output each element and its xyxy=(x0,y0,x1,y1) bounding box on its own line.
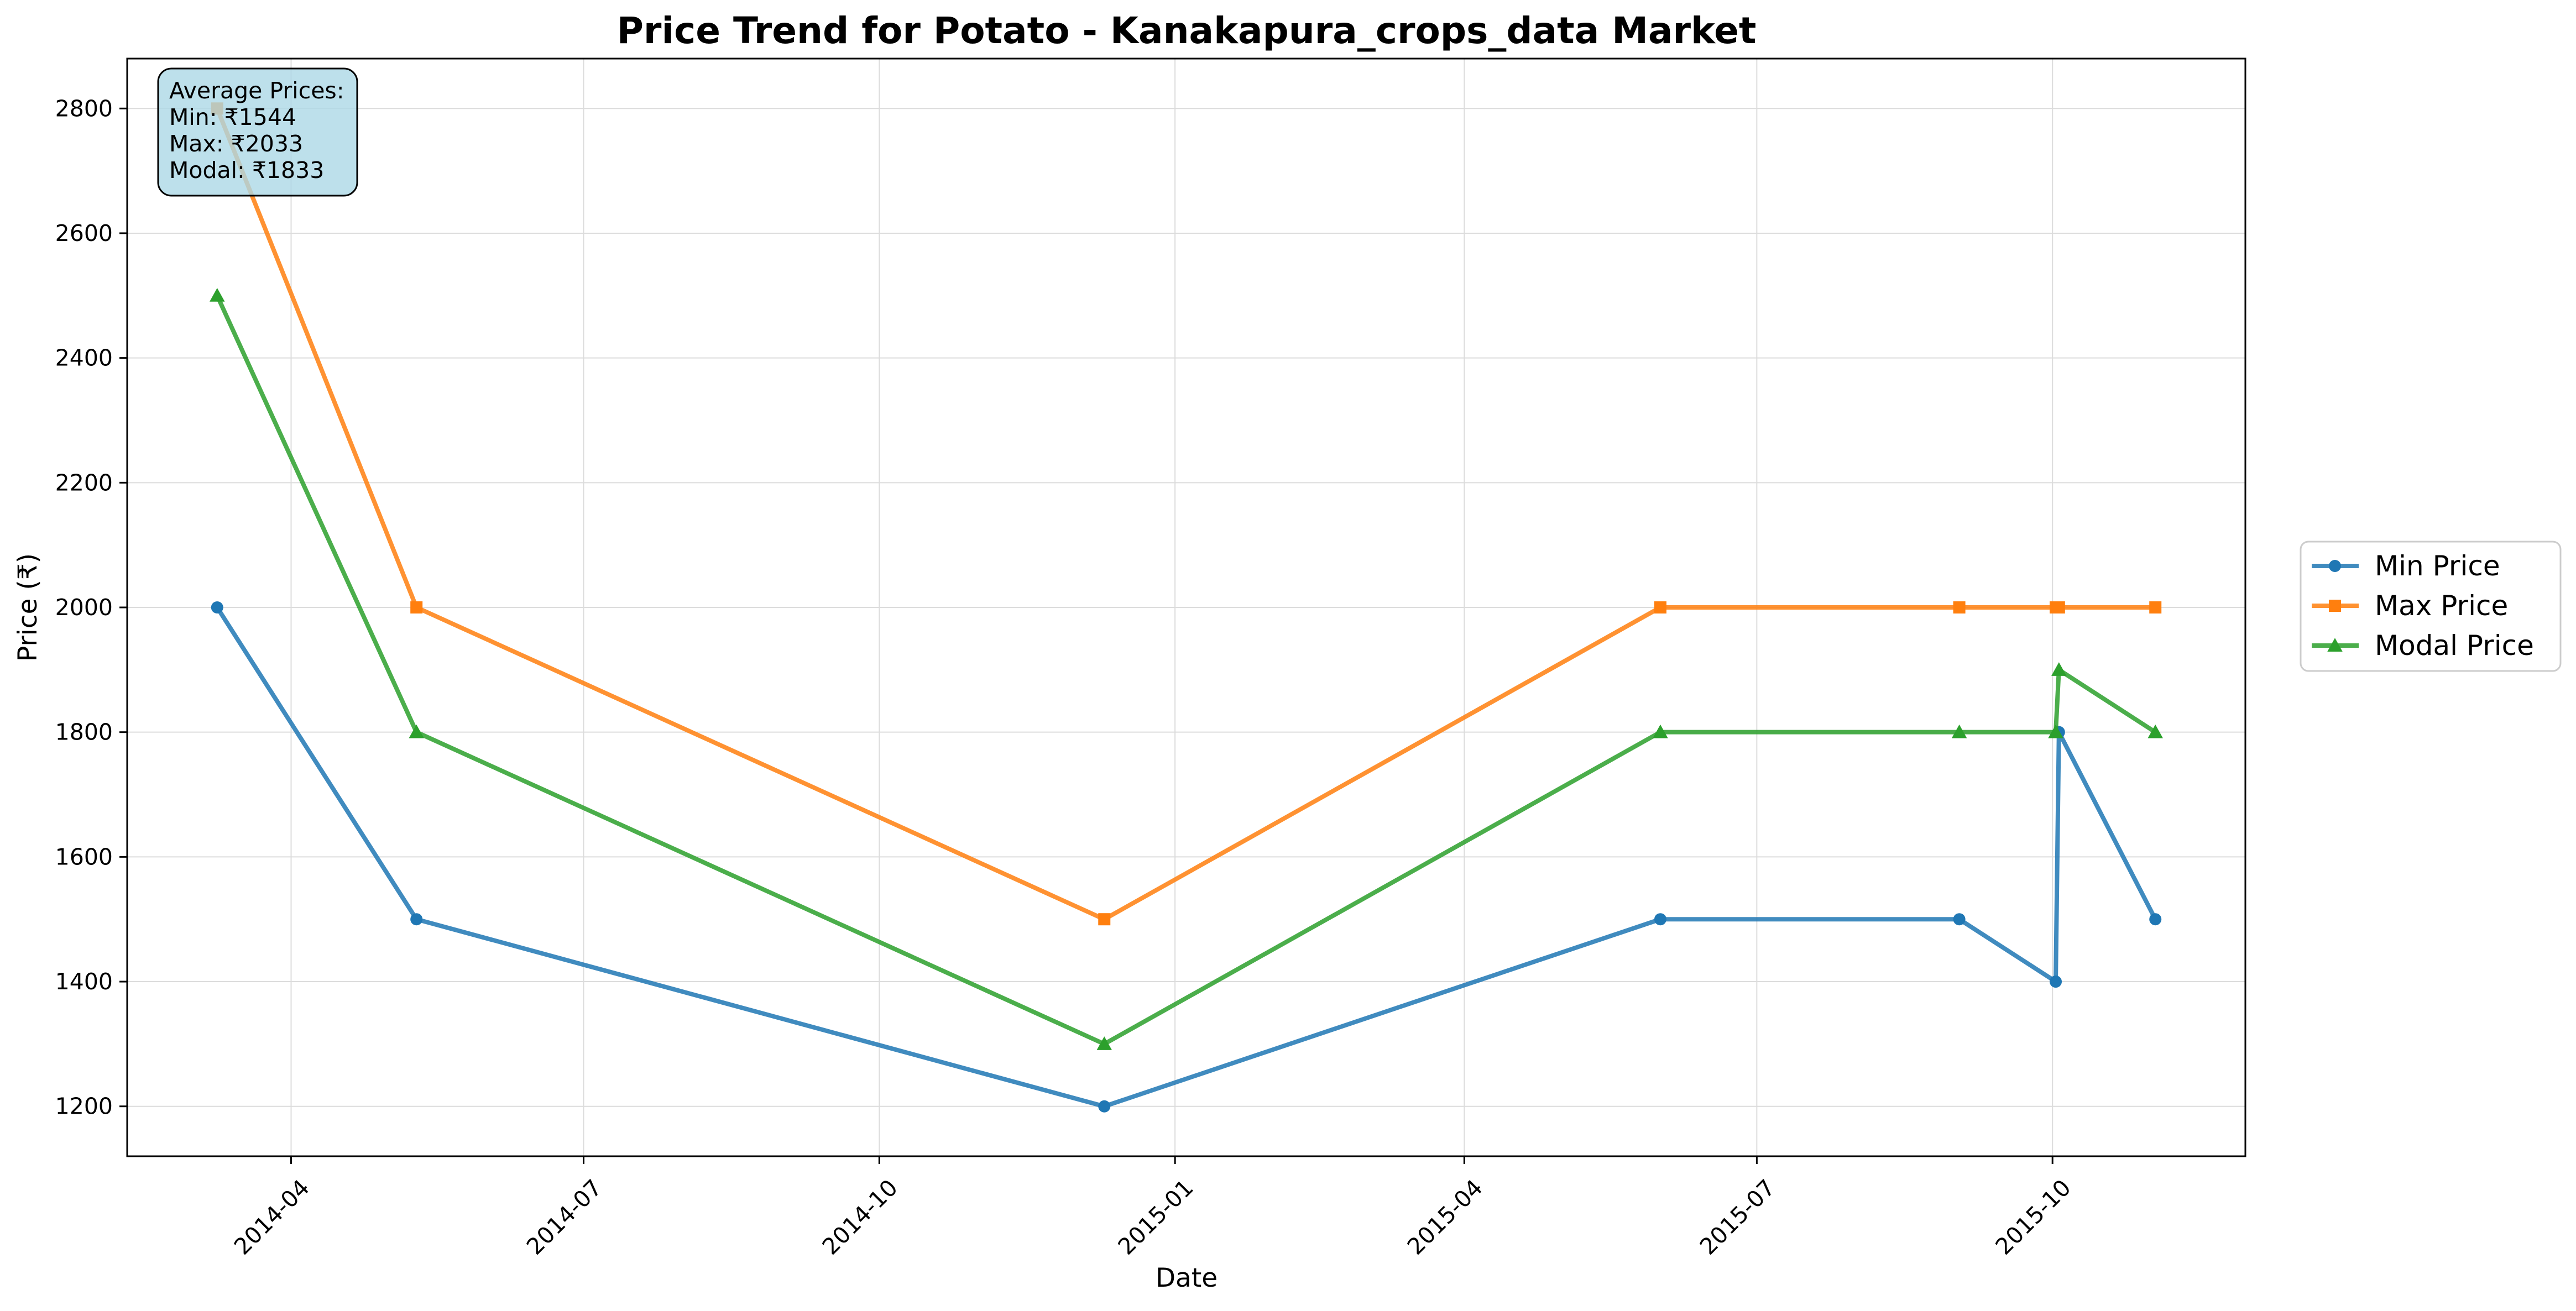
min-price-point xyxy=(410,913,423,926)
x-tick-label: 2015-04 xyxy=(1402,1174,1488,1260)
y-axis-label: Price (₹) xyxy=(13,553,43,662)
stats-max: Max: ₹2033 xyxy=(169,130,303,157)
y-tick-label: 1400 xyxy=(55,968,113,995)
min-price-point xyxy=(1953,913,1966,926)
grid-layer xyxy=(127,59,2245,1156)
modal-price-point xyxy=(2048,724,2063,738)
max-price-point xyxy=(1654,601,1666,613)
x-tick-label: 2015-01 xyxy=(1113,1174,1199,1260)
tick-layer: 1200 1400 1600 1800 2000 2200 2400 2600 2800 2014… xyxy=(55,95,2076,1260)
y-tick-label: 1600 xyxy=(55,843,113,870)
modal-price-line xyxy=(215,293,2158,1046)
max-price-point xyxy=(410,601,423,613)
stats-box-title: Average Prices: xyxy=(169,77,344,104)
legend-max-price-marker xyxy=(2329,600,2341,612)
x-tick-label: 2014-10 xyxy=(817,1174,903,1260)
stats-modal: Modal: ₹1833 xyxy=(169,157,324,183)
x-tick-label: 2015-10 xyxy=(1990,1174,2076,1260)
legend-max-price-label: Max Price xyxy=(2375,590,2508,622)
max-price-point xyxy=(2052,601,2065,613)
x-tick-label: 2014-04 xyxy=(229,1174,315,1260)
x-tick-label: 2014-07 xyxy=(521,1174,607,1260)
y-tick-label: 2600 xyxy=(55,220,113,247)
x-tick-label: 2015-07 xyxy=(1695,1174,1780,1260)
modal-price-point xyxy=(2051,662,2067,676)
legend-frame xyxy=(2300,541,2562,672)
modal-price-point xyxy=(210,288,225,302)
max-price-line xyxy=(215,106,2158,922)
min-price-line xyxy=(215,605,2158,1109)
max-price-point xyxy=(1953,601,1966,613)
min-price-point xyxy=(2050,976,2062,988)
max-price-point xyxy=(2149,601,2162,613)
y-tick-label: 2400 xyxy=(55,345,113,371)
min-price-point xyxy=(1098,1100,1111,1113)
min-price-point xyxy=(1654,913,1666,926)
y-tick-label: 1200 xyxy=(55,1093,113,1120)
x-axis-label: Date xyxy=(1156,1263,1218,1293)
modal-price-point xyxy=(409,724,424,738)
series-layer xyxy=(210,102,2163,1113)
y-tick-label: 1800 xyxy=(55,719,113,746)
max-price-point xyxy=(1098,913,1111,926)
modal-price-point xyxy=(2147,724,2163,738)
legend-modal-price-label: Modal Price xyxy=(2375,630,2534,662)
legend-min-price-marker xyxy=(2329,560,2341,572)
min-price-point xyxy=(211,601,223,613)
min-price-point xyxy=(2149,913,2162,926)
modal-price-point xyxy=(1096,1036,1112,1050)
y-tick-label: 2800 xyxy=(55,95,113,122)
modal-price-point xyxy=(1951,724,1967,738)
y-tick-label: 2000 xyxy=(55,594,113,621)
stats-min: Min: ₹1544 xyxy=(169,104,296,130)
legend-min-price-label: Min Price xyxy=(2375,550,2500,582)
modal-price-point xyxy=(1653,724,1668,738)
legend-modal-price-marker xyxy=(2327,638,2343,652)
stats-box: Average Prices: Min: ₹1544 Max: ₹2033 Mo… xyxy=(157,67,358,197)
y-tick-label: 2200 xyxy=(55,469,113,496)
chart-title: Price Trend for Potato - Kanakapura_crop… xyxy=(617,9,1757,52)
stats-box-background xyxy=(157,67,358,197)
legend: Min Price Max Price Modal Price xyxy=(2300,541,2562,672)
